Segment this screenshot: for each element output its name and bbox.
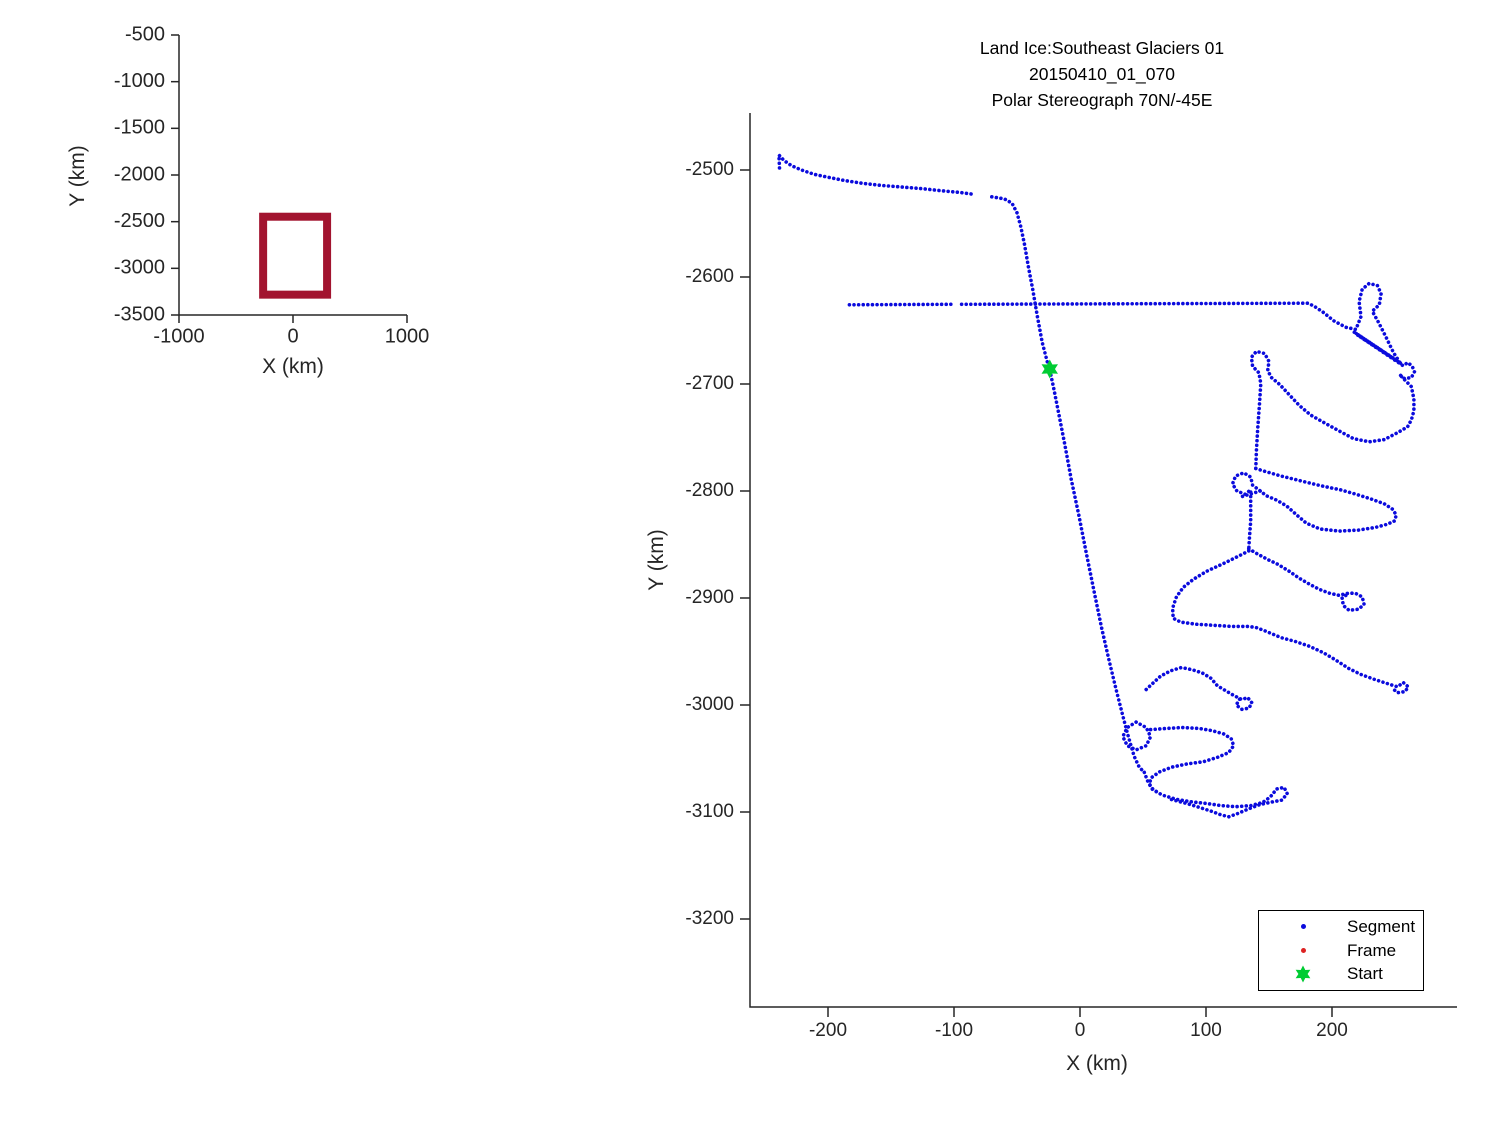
- svg-text:0: 0: [1075, 1020, 1086, 1041]
- main-y-axis-label: Y (km): [645, 529, 668, 591]
- overview-y-axis-label: Y (km): [66, 145, 89, 207]
- frame-dot-icon: [1259, 948, 1347, 953]
- segment-dot-icon: [1259, 924, 1347, 930]
- svg-text:-3200: -3200: [685, 908, 734, 929]
- svg-text:-2500: -2500: [114, 210, 165, 232]
- svg-text:1000: 1000: [385, 325, 430, 347]
- overview-x-axis-label: X (km): [262, 355, 324, 378]
- svg-text:-2900: -2900: [685, 587, 734, 608]
- title-line-2: 20150410_01_070: [1029, 64, 1175, 84]
- svg-text:-3100: -3100: [685, 801, 734, 822]
- svg-text:-1500: -1500: [114, 117, 165, 139]
- svg-text:200: 200: [1316, 1020, 1348, 1041]
- svg-text:-1000: -1000: [114, 70, 165, 92]
- legend: Segment Frame Start: [1258, 910, 1424, 991]
- svg-text:-2000: -2000: [114, 163, 165, 185]
- svg-text:-200: -200: [809, 1020, 847, 1041]
- svg-text:-2500: -2500: [685, 159, 734, 180]
- main-x-axis-label: X (km): [1066, 1052, 1128, 1075]
- svg-text:-3500: -3500: [114, 303, 165, 325]
- legend-label-frame: Frame: [1347, 940, 1397, 960]
- title-line-3: Polar Stereograph 70N/-45E: [991, 90, 1213, 110]
- main-plot-title: Land Ice:Southeast Glaciers 01 20150410_…: [747, 35, 1457, 113]
- legend-label-start: Start: [1347, 964, 1383, 984]
- title-line-1: Land Ice:Southeast Glaciers 01: [979, 38, 1225, 58]
- legend-item-start: Start: [1259, 962, 1423, 986]
- start-star-icon: [1259, 964, 1347, 984]
- svg-text:-3000: -3000: [114, 257, 165, 279]
- svg-text:-500: -500: [125, 23, 165, 45]
- svg-text:100: 100: [1190, 1020, 1222, 1041]
- svg-text:0: 0: [287, 325, 298, 347]
- svg-text:-3000: -3000: [685, 694, 734, 715]
- svg-text:-100: -100: [935, 1020, 973, 1041]
- svg-text:-2700: -2700: [685, 373, 734, 394]
- legend-item-frame: Frame: [1259, 939, 1423, 963]
- svg-text:-2600: -2600: [685, 266, 734, 287]
- svg-text:-2800: -2800: [685, 480, 734, 501]
- legend-item-segment: Segment: [1259, 915, 1423, 939]
- legend-label-segment: Segment: [1347, 916, 1416, 936]
- svg-text:-1000: -1000: [153, 325, 204, 347]
